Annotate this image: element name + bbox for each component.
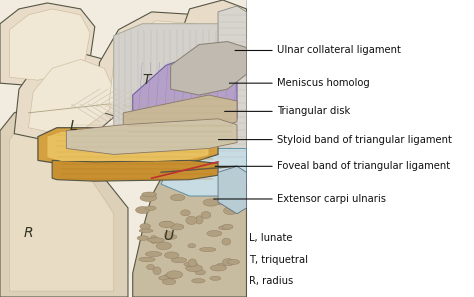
Ellipse shape [224,207,237,214]
Polygon shape [9,9,90,80]
Ellipse shape [210,265,227,271]
Ellipse shape [188,259,197,267]
Text: Styloid band of triangular ligament: Styloid band of triangular ligament [277,135,452,145]
Ellipse shape [217,263,226,268]
Ellipse shape [162,221,172,227]
Ellipse shape [140,194,157,201]
Ellipse shape [164,231,173,239]
Text: R, radius: R, radius [249,276,293,286]
Ellipse shape [147,238,164,242]
Ellipse shape [140,224,150,230]
Ellipse shape [200,247,216,252]
Ellipse shape [184,262,198,266]
Ellipse shape [139,257,155,262]
Polygon shape [95,12,218,119]
Ellipse shape [159,221,174,228]
Ellipse shape [163,279,176,285]
Text: Meniscus homolog: Meniscus homolog [277,78,370,88]
Polygon shape [133,166,246,297]
Polygon shape [0,3,95,86]
Polygon shape [47,132,209,161]
Ellipse shape [166,271,182,279]
Polygon shape [133,53,237,143]
Polygon shape [171,42,246,95]
Text: U: U [163,229,173,243]
Ellipse shape [186,264,202,272]
Ellipse shape [222,259,234,266]
Polygon shape [109,21,209,110]
Ellipse shape [222,238,231,245]
Text: L: L [70,119,77,133]
Ellipse shape [203,199,219,206]
Polygon shape [28,59,114,134]
Text: T: T [143,73,151,87]
Ellipse shape [191,279,205,283]
Ellipse shape [164,252,179,258]
Text: Extensor carpi ulnaris: Extensor carpi ulnaris [277,194,386,204]
Polygon shape [123,95,237,140]
Text: Triangular disk: Triangular disk [277,106,351,116]
Ellipse shape [213,200,224,205]
Ellipse shape [188,244,196,248]
Text: R: R [24,226,33,240]
Ellipse shape [201,211,211,219]
Ellipse shape [137,236,149,240]
Ellipse shape [195,270,205,275]
Polygon shape [161,148,246,196]
Ellipse shape [195,216,203,224]
Polygon shape [14,50,123,143]
Ellipse shape [136,206,150,214]
Ellipse shape [210,276,221,280]
Ellipse shape [207,230,222,236]
Polygon shape [218,166,246,214]
Text: T, triquetral: T, triquetral [249,255,308,265]
Ellipse shape [153,267,161,275]
Polygon shape [66,119,237,154]
Ellipse shape [156,242,172,249]
Ellipse shape [142,192,157,197]
Ellipse shape [170,224,184,230]
Polygon shape [180,0,246,48]
Ellipse shape [146,265,155,270]
Ellipse shape [159,276,169,280]
Ellipse shape [186,216,197,225]
Polygon shape [52,160,218,181]
Polygon shape [9,116,114,291]
Text: L, lunate: L, lunate [249,233,292,243]
Polygon shape [38,128,218,163]
Text: Ulnar collateral ligament: Ulnar collateral ligament [277,45,401,56]
Ellipse shape [150,236,158,244]
Ellipse shape [146,252,162,257]
Polygon shape [0,104,128,297]
Polygon shape [218,6,246,172]
Polygon shape [0,0,246,297]
Ellipse shape [139,229,153,233]
Polygon shape [114,24,246,172]
Ellipse shape [146,206,156,211]
Ellipse shape [181,210,190,216]
Ellipse shape [228,260,239,264]
Ellipse shape [219,226,229,230]
Ellipse shape [171,257,187,263]
Ellipse shape [165,234,177,239]
Text: Foveal band of triangular ligament: Foveal band of triangular ligament [277,161,450,171]
Ellipse shape [225,199,238,207]
Ellipse shape [171,194,185,201]
Ellipse shape [164,273,178,279]
Ellipse shape [222,224,233,230]
